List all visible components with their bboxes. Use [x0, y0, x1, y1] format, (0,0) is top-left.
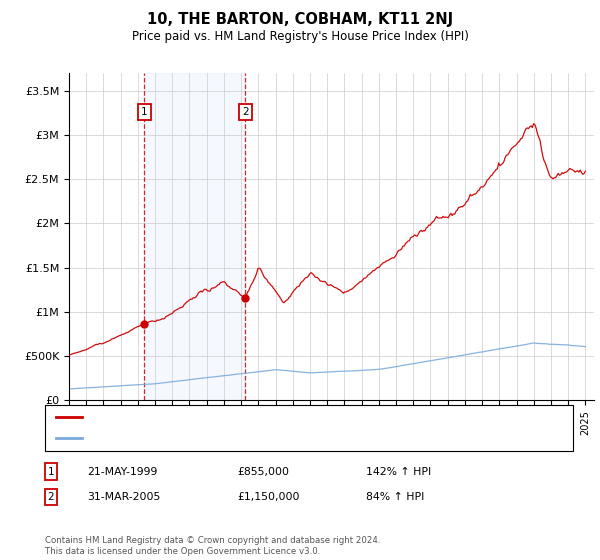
Text: 31-MAR-2005: 31-MAR-2005	[87, 492, 160, 502]
Text: 1: 1	[47, 466, 55, 477]
Text: £1,150,000: £1,150,000	[237, 492, 299, 502]
Text: 142% ↑ HPI: 142% ↑ HPI	[366, 466, 431, 477]
Text: 2: 2	[47, 492, 55, 502]
Text: 84% ↑ HPI: 84% ↑ HPI	[366, 492, 424, 502]
Text: £855,000: £855,000	[237, 466, 289, 477]
Text: 10, THE BARTON, COBHAM, KT11 2NJ (detached house): 10, THE BARTON, COBHAM, KT11 2NJ (detach…	[87, 412, 362, 422]
Text: HPI: Average price, detached house, Elmbridge: HPI: Average price, detached house, Elmb…	[87, 433, 322, 444]
Text: 1: 1	[141, 107, 148, 117]
Text: Price paid vs. HM Land Registry's House Price Index (HPI): Price paid vs. HM Land Registry's House …	[131, 30, 469, 43]
Text: 2: 2	[242, 107, 249, 117]
Bar	[145, 73, 245, 400]
Text: 10, THE BARTON, COBHAM, KT11 2NJ: 10, THE BARTON, COBHAM, KT11 2NJ	[147, 12, 453, 27]
Text: Contains HM Land Registry data © Crown copyright and database right 2024.
This d: Contains HM Land Registry data © Crown c…	[45, 536, 380, 556]
Text: 21-MAY-1999: 21-MAY-1999	[87, 466, 157, 477]
